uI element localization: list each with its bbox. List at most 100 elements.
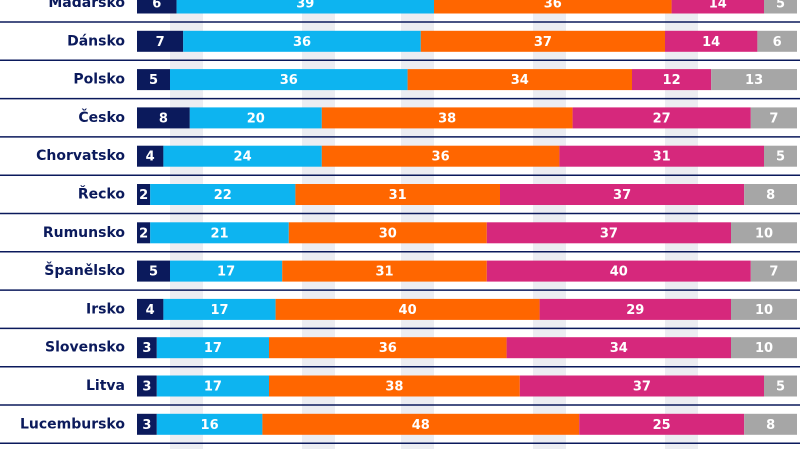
- value-label: 17: [204, 380, 222, 395]
- bar-segment: [764, 375, 797, 397]
- value-label: 36: [280, 73, 298, 88]
- value-label: 7: [769, 111, 778, 126]
- bar-segment: [764, 0, 797, 14]
- value-label: 21: [210, 226, 228, 241]
- bar-segment: [744, 184, 797, 205]
- bar-segment: [321, 145, 560, 167]
- bar-segment: [189, 107, 322, 129]
- value-label: 7: [156, 35, 165, 50]
- value-label: 31: [389, 188, 407, 203]
- category-label: Rumunsko: [43, 225, 126, 241]
- value-label: 16: [201, 418, 219, 433]
- bar-segment: [176, 0, 434, 14]
- bar-segment: [757, 30, 797, 52]
- value-label: 3: [142, 418, 151, 433]
- bar-segment: [137, 413, 157, 435]
- bar-segment: [764, 145, 797, 167]
- value-label: 12: [663, 73, 681, 88]
- bar-segment: [137, 298, 164, 320]
- value-label: 37: [600, 226, 618, 241]
- value-label: 36: [432, 150, 450, 165]
- bar-segment: [750, 107, 797, 129]
- bar-segment: [269, 375, 520, 397]
- bar-segment: [163, 298, 276, 320]
- bar-segment: [506, 337, 731, 359]
- value-label: 17: [217, 265, 235, 280]
- value-label: 29: [626, 303, 644, 318]
- bar-segment: [579, 413, 745, 435]
- bar-segment: [137, 107, 190, 129]
- category-label: Litva: [86, 378, 125, 394]
- bar-segment: [486, 260, 751, 282]
- bar-segment: [137, 69, 170, 91]
- value-label: 31: [653, 150, 671, 165]
- value-label: 31: [375, 265, 393, 280]
- value-label: 22: [214, 188, 232, 203]
- value-label: 34: [610, 341, 628, 356]
- value-label: 25: [653, 418, 671, 433]
- value-label: 36: [544, 0, 562, 12]
- category-label: Španělsko: [44, 261, 125, 279]
- value-label: 14: [709, 0, 727, 12]
- value-label: 30: [379, 226, 397, 241]
- bar-segment: [731, 298, 797, 320]
- category-label: Lucembursko: [20, 416, 125, 432]
- bar-segment: [137, 222, 151, 244]
- bar-segment: [295, 184, 500, 205]
- bar-segment: [137, 375, 157, 397]
- value-label: 10: [755, 226, 773, 241]
- value-label: 40: [610, 265, 628, 280]
- bar-segment: [282, 260, 487, 282]
- value-label: 5: [776, 0, 785, 12]
- bar-segment: [170, 260, 283, 282]
- value-label: 8: [766, 188, 775, 203]
- value-label: 2: [139, 226, 148, 241]
- value-label: 37: [613, 188, 631, 203]
- value-label: 14: [702, 35, 720, 50]
- value-label: 5: [776, 380, 785, 395]
- bar-segment: [731, 337, 797, 359]
- bar-segment: [632, 69, 712, 91]
- bar-segment: [744, 413, 797, 435]
- bar-segment: [170, 69, 408, 91]
- value-label: 36: [379, 341, 397, 356]
- bar-segment: [486, 222, 731, 244]
- bar-segment: [539, 298, 731, 320]
- value-label: 10: [755, 341, 773, 356]
- value-label: 40: [399, 303, 417, 318]
- bar-segment: [163, 145, 322, 167]
- value-label: 27: [653, 111, 671, 126]
- bar-segment: [156, 375, 269, 397]
- bar-segment: [150, 222, 289, 244]
- value-label: 34: [511, 73, 529, 88]
- value-label: 20: [247, 111, 265, 126]
- bar-segment: [500, 184, 745, 205]
- value-label: 39: [296, 0, 314, 12]
- value-label: 6: [773, 35, 782, 50]
- category-label: Česko: [78, 108, 125, 126]
- bar-segment: [137, 145, 164, 167]
- bar-segment: [183, 30, 421, 52]
- category-label: Chorvatsko: [36, 148, 125, 164]
- category-label: Slovensko: [45, 340, 125, 356]
- value-label: 36: [293, 35, 311, 50]
- bar-segment: [420, 30, 665, 52]
- bar-segment: [137, 337, 157, 359]
- value-label: 2: [139, 188, 148, 203]
- value-label: 8: [159, 111, 168, 126]
- value-label: 10: [755, 303, 773, 318]
- bar-segment: [572, 107, 751, 129]
- bar-segment: [262, 413, 580, 435]
- value-label: 24: [234, 150, 252, 165]
- value-label: 37: [633, 380, 651, 395]
- value-label: 5: [149, 73, 158, 88]
- category-label: Polsko: [73, 72, 125, 88]
- bar-segment: [137, 184, 151, 205]
- value-label: 17: [210, 303, 228, 318]
- value-label: 3: [142, 380, 151, 395]
- bar-segment: [321, 107, 573, 129]
- bar-segment: [559, 145, 764, 167]
- value-label: 48: [412, 418, 430, 433]
- value-label: 7: [769, 265, 778, 280]
